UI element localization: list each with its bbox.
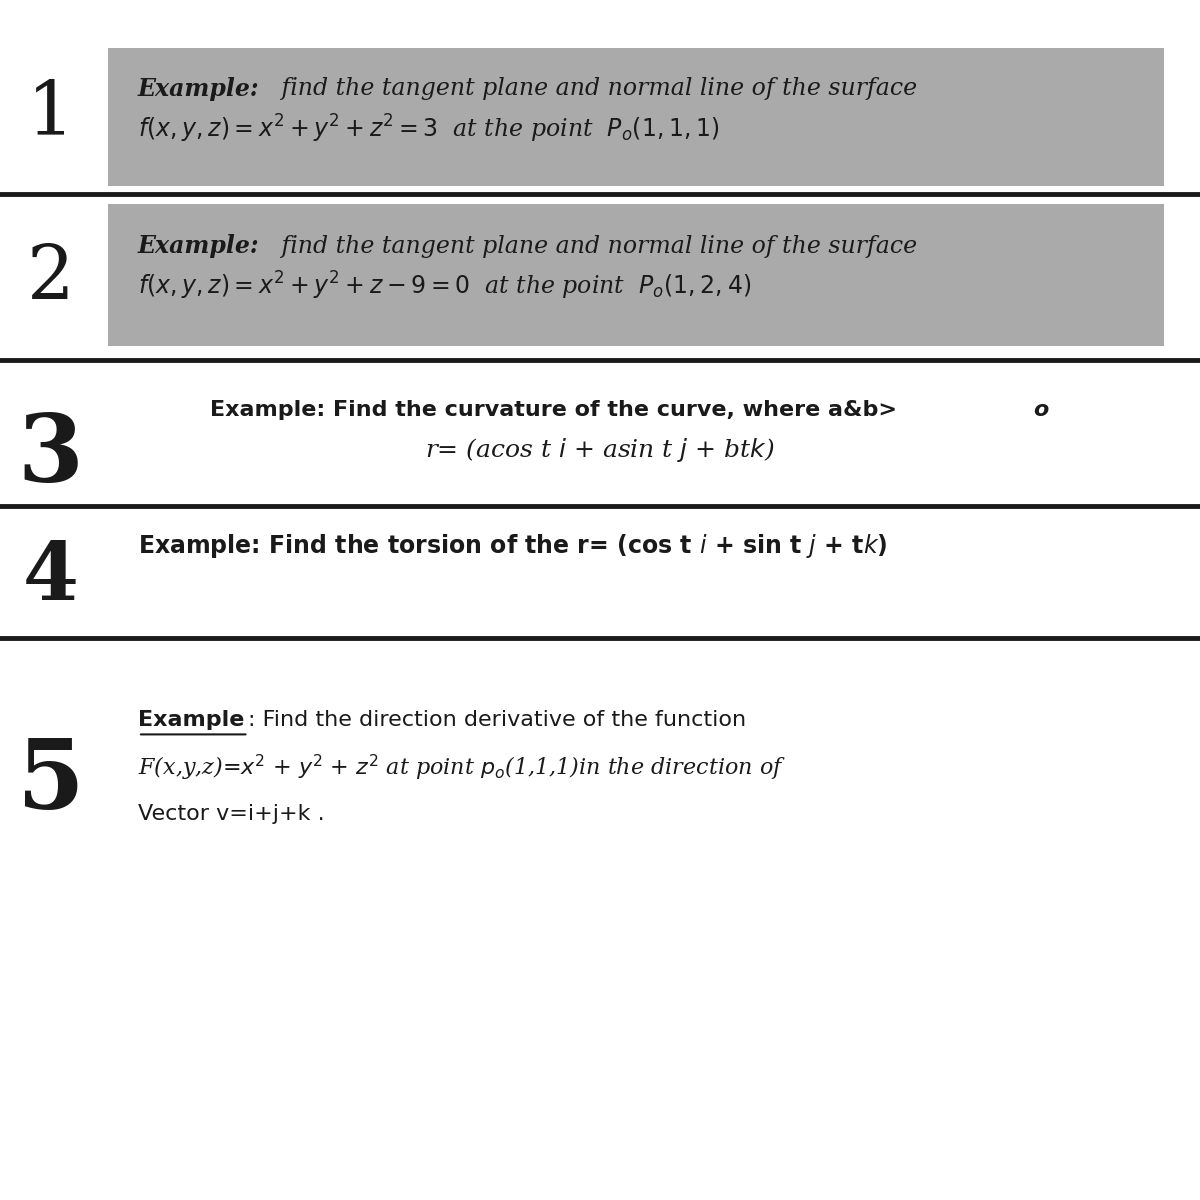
Text: $f(x, y, z) = x^2 + y^2 + z^2 = 3$  at the point  $P_o(1,1,1)$: $f(x, y, z) = x^2 + y^2 + z^2 = 3$ at th… — [138, 113, 720, 144]
Text: 5: 5 — [17, 736, 84, 829]
Text: 1: 1 — [26, 78, 74, 150]
FancyBboxPatch shape — [108, 204, 1164, 346]
Text: Example:: Example: — [138, 234, 259, 258]
Text: find the tangent plane and normal line of the surface: find the tangent plane and normal line o… — [274, 77, 917, 101]
Text: F(x,y,z)=$x^2$ + $y^2$ + $z^2$ at point $p_o$(1,1,1)in the direction of: F(x,y,z)=$x^2$ + $y^2$ + $z^2$ at point … — [138, 752, 786, 784]
Text: Vector v=i+j+k .: Vector v=i+j+k . — [138, 804, 325, 823]
Text: find the tangent plane and normal line of the surface: find the tangent plane and normal line o… — [274, 234, 917, 258]
Text: 2: 2 — [26, 242, 74, 314]
Text: Example:: Example: — [138, 77, 259, 101]
FancyBboxPatch shape — [108, 48, 1164, 186]
Text: 4: 4 — [23, 539, 78, 617]
Text: Example: Example — [138, 710, 245, 730]
Text: Example: Find the curvature of the curve, where a&b>: Example: Find the curvature of the curve… — [210, 401, 905, 420]
Text: r= (acos t $\mathit{i}$ + asin t $\mathit{j}$ + bt$\mathit{k}$): r= (acos t $\mathit{i}$ + asin t $\mathi… — [425, 436, 775, 464]
Text: 3: 3 — [18, 410, 83, 502]
Text: Example: Find the torsion of the r= (cos t $\mathbf{\mathit{i}}$ + sin t $\mathb: Example: Find the torsion of the r= (cos… — [138, 532, 888, 560]
Text: : Find the direction derivative of the function: : Find the direction derivative of the f… — [248, 710, 746, 730]
Text: $f(x, y, z) = x^2 + y^2 + z - 9 = 0$  at the point  $P_o(1,2,4)$: $f(x, y, z) = x^2 + y^2 + z - 9 = 0$ at … — [138, 270, 751, 301]
Text: o: o — [1033, 401, 1049, 420]
